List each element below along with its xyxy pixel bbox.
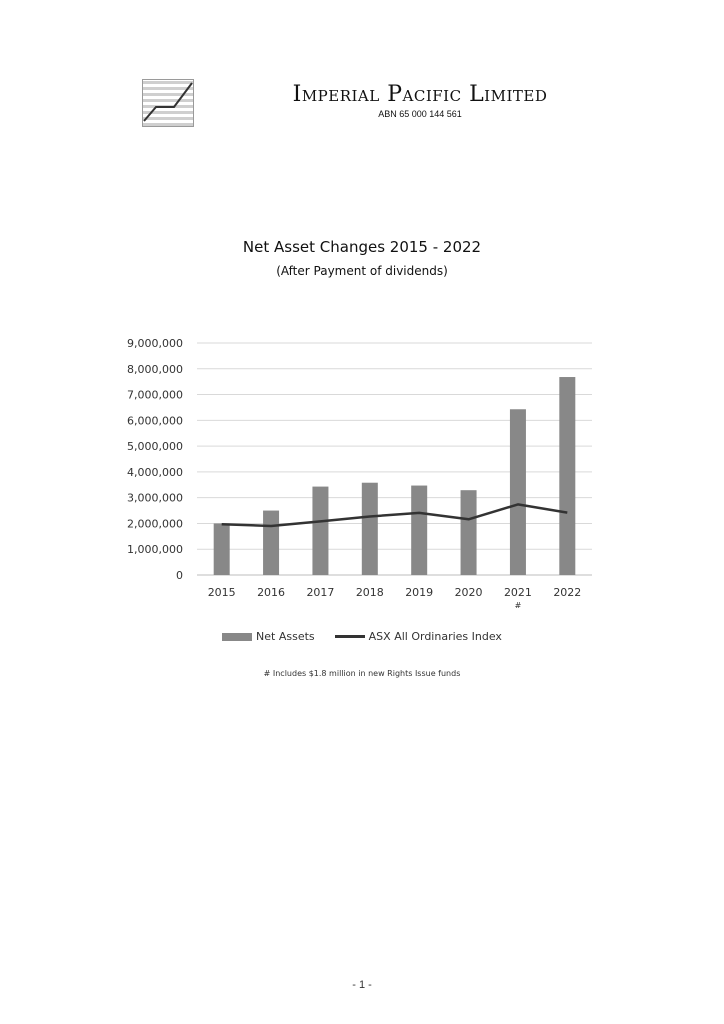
y-tick-label: 2,000,000 <box>127 517 183 530</box>
legend-swatch-bar <box>222 632 253 641</box>
x-tick-label: 2019 <box>405 586 433 599</box>
y-tick-label: 0 <box>176 569 183 582</box>
chart-title: Net Asset Changes 2015 - 2022 <box>242 238 482 256</box>
bar-net-assets <box>559 377 576 575</box>
x-tick-label: 2022 <box>553 586 581 599</box>
bar-net-assets <box>361 482 378 575</box>
y-tick-label: 4,000,000 <box>127 466 183 479</box>
bar-net-assets <box>411 485 428 575</box>
line-asx-index <box>221 503 568 528</box>
company-name: Imperial Pacific Limited <box>292 82 548 107</box>
legend-item-asx-index: ASX All Ordinaries Index <box>334 630 502 643</box>
bar-net-assets <box>263 510 280 575</box>
x-tick-note: # <box>515 601 522 610</box>
chart-footnote: # Includes $1.8 million in new Rights Is… <box>263 669 461 678</box>
chart-subtitle: (After Payment of dividends) <box>276 264 448 278</box>
bar-net-assets <box>312 486 329 575</box>
x-tick-label: 2017 <box>306 586 334 599</box>
bar-net-assets <box>460 490 477 575</box>
y-tick-label: 3,000,000 <box>127 492 183 505</box>
bar-net-assets <box>213 523 230 575</box>
x-tick-label: 2020 <box>455 586 483 599</box>
y-tick-label: 9,000,000 <box>127 337 183 350</box>
rising-line-chart-icon <box>142 79 194 127</box>
y-tick-label: 1,000,000 <box>127 543 183 556</box>
bar-net-assets <box>509 409 526 575</box>
company-logo <box>142 79 194 127</box>
y-tick-label: 5,000,000 <box>127 440 183 453</box>
legend-label-asx-index: ASX All Ordinaries Index <box>368 630 502 643</box>
abn-number: ABN 65 000 144 561 <box>378 109 462 119</box>
y-tick-label: 8,000,000 <box>127 363 183 376</box>
x-tick-label: 2021 <box>504 586 532 599</box>
x-tick-label: 2016 <box>257 586 285 599</box>
legend-item-net-assets: Net Assets <box>222 630 315 643</box>
chart-legend: Net Assets ASX All Ordinaries Index <box>0 630 724 643</box>
y-tick-label: 6,000,000 <box>127 414 183 427</box>
page-number: - 1 - <box>352 979 372 991</box>
y-tick-label: 7,000,000 <box>127 389 183 402</box>
x-tick-label: 2018 <box>356 586 384 599</box>
legend-swatch-line <box>334 635 365 638</box>
legend-label-net-assets: Net Assets <box>256 630 315 643</box>
x-tick-label: 2015 <box>208 586 236 599</box>
